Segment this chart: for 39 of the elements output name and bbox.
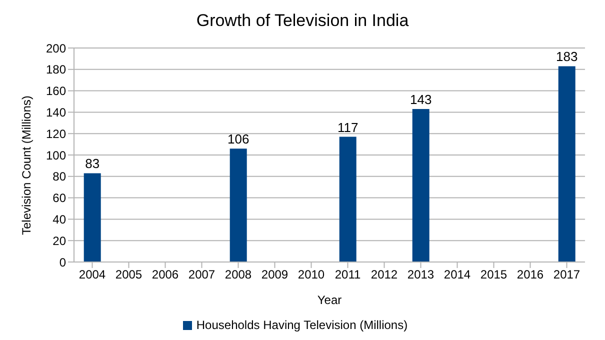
y-tick-label: 100: [46, 148, 66, 162]
x-tick-label: 2008: [224, 268, 252, 282]
bar: [558, 66, 576, 262]
x-tick-label: 2012: [370, 268, 398, 282]
y-tick-label: 140: [46, 105, 66, 120]
y-axis-title: Television Count (Millions): [19, 96, 34, 235]
x-tick-label: 2011: [334, 268, 361, 282]
x-tick-label: 2013: [407, 268, 434, 282]
data-label: 83: [85, 156, 100, 172]
x-tick-label: 2006: [152, 268, 179, 282]
y-tick-label: 0: [59, 255, 66, 270]
x-tick-label: 2017: [553, 268, 580, 282]
y-tick-label: 180: [46, 62, 66, 77]
x-axis-title: Year: [317, 293, 342, 307]
y-tick-label: 160: [46, 84, 66, 98]
bar: [84, 173, 101, 262]
bar: [412, 108, 430, 262]
y-tick-label: 80: [52, 170, 66, 184]
legend-label: Households Having Television (Millions): [196, 318, 408, 332]
y-tick-label: 40: [52, 212, 66, 226]
x-tick-label: 2015: [480, 268, 508, 282]
x-tick-label: 2010: [298, 268, 325, 282]
x-tick-label: 2014: [444, 268, 471, 282]
bar: [339, 136, 356, 262]
x-tick-label: 2016: [516, 268, 544, 282]
data-label: 106: [228, 132, 250, 147]
x-tick-label: 2009: [261, 268, 288, 282]
data-label: 117: [337, 120, 358, 135]
x-tick-label: 2005: [115, 268, 142, 282]
y-tick-label: 20: [52, 234, 66, 248]
x-tick-label: 2007: [188, 268, 216, 282]
y-tick-label: 120: [46, 126, 66, 141]
bar: [230, 148, 247, 262]
y-tick-label: 60: [52, 191, 66, 206]
y-tick-label: 200: [46, 41, 66, 56]
chart-title: Growth of Television in India: [195, 10, 410, 32]
data-label: 143: [410, 92, 432, 107]
x-tick-label: 2004: [78, 268, 106, 282]
data-label: 183: [556, 49, 578, 64]
